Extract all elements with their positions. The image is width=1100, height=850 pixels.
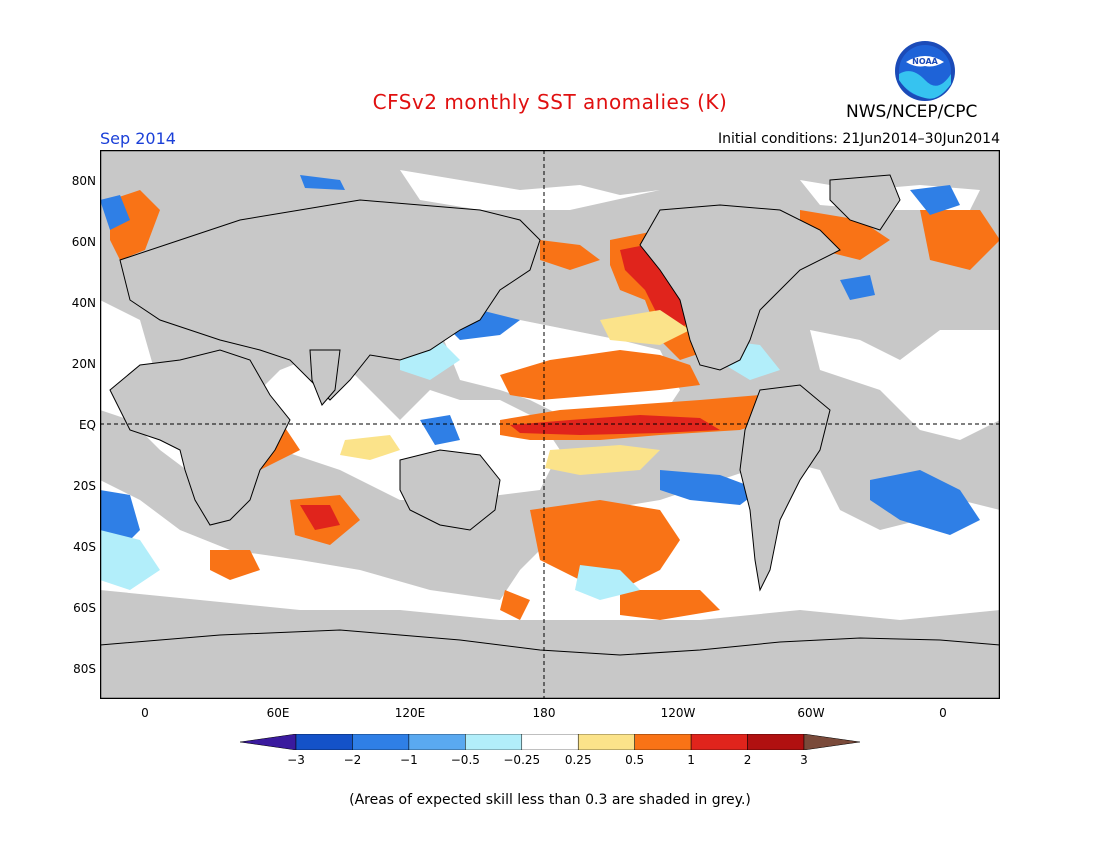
lat-label: 40S	[73, 540, 96, 554]
lon-label: 0	[939, 706, 947, 720]
colorbar-tick-label: 2	[743, 753, 752, 767]
lat-label: 80N	[71, 174, 96, 188]
continent-outlines	[100, 174, 1000, 699]
colorbar-tick-label: 0.5	[625, 753, 645, 767]
lon-label: 60E	[266, 706, 290, 720]
colorbar-swatch	[295, 734, 353, 750]
colorbar-max-triangle	[803, 734, 860, 750]
colorbar-swatch	[747, 734, 805, 750]
lon-label: 0	[141, 706, 149, 720]
lat-label: 20S	[73, 479, 96, 493]
chart-title: CFSv2 monthly SST anomalies (K)	[372, 90, 728, 114]
lon-label: 60W	[797, 706, 825, 720]
colorbar-tick-label: −3	[287, 753, 305, 767]
colorbar-tick-label: 1	[687, 753, 695, 767]
lon-label: 180	[532, 706, 556, 720]
lat-label: EQ	[78, 418, 96, 432]
colorbar	[240, 734, 860, 750]
colorbar-tick-label: 3	[800, 753, 808, 767]
light-warm-anomaly-regions	[340, 310, 780, 515]
lon-label: 120W	[660, 706, 696, 720]
colorbar-swatch	[690, 734, 748, 750]
sst-anomaly-map	[100, 150, 1000, 699]
lat-label: 60S	[73, 601, 96, 615]
strong-warm-anomaly-regions	[300, 245, 765, 530]
lat-label: 60N	[71, 235, 96, 249]
colorbar-min-triangle	[240, 734, 297, 750]
colorbar-tick-label: −2	[343, 753, 362, 767]
colorbar-swatch	[408, 734, 466, 750]
colorbar-tick-label: 0.25	[564, 753, 592, 767]
svg-text:NOAA: NOAA	[912, 57, 938, 66]
light-cool-anomaly-regions	[100, 340, 780, 600]
forecast-month: Sep 2014	[100, 129, 176, 148]
colorbar-swatch	[577, 734, 635, 750]
colorbar-swatch	[352, 734, 410, 750]
skill-note: (Areas of expected skill less than 0.3 a…	[349, 792, 751, 808]
colorbar-tick-label: −0.25	[503, 753, 541, 767]
noaa-logo: NOAA	[895, 41, 955, 101]
colorbar-swatch	[521, 734, 579, 750]
colorbar-tick-label: −1	[400, 753, 418, 767]
lat-label: 40N	[71, 296, 96, 310]
colorbar-swatch	[634, 734, 692, 750]
initial-conditions: Initial conditions: 21Jun2014–30Jun2014	[717, 131, 1000, 147]
colorbar-tick-label: −0.5	[450, 753, 480, 767]
map-frame	[100, 150, 1000, 699]
lat-label: 80S	[73, 662, 96, 676]
colorbar-swatch	[465, 734, 523, 750]
agency-label: NWS/NCEP/CPC	[846, 102, 978, 122]
lon-label: 120E	[394, 706, 426, 720]
lat-label: 20N	[71, 357, 96, 371]
